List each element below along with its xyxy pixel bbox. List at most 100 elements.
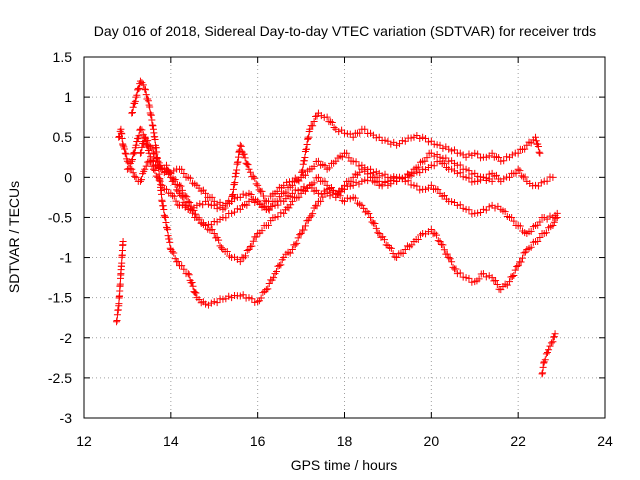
- data-point: [427, 137, 435, 145]
- data-point: [158, 197, 166, 205]
- data-point-interp: [233, 166, 241, 174]
- data-point-interp: [183, 201, 191, 209]
- data-point: [202, 197, 210, 205]
- data-point-interp: [233, 205, 241, 213]
- data-point: [202, 300, 210, 308]
- data-point-interp: [204, 200, 212, 208]
- x-tick-label: 14: [163, 433, 179, 449]
- data-point: [410, 133, 418, 141]
- data-point: [549, 173, 557, 181]
- data-point-interp: [465, 150, 473, 158]
- data-point: [341, 197, 348, 205]
- data-point: [219, 295, 227, 303]
- data-point: [445, 145, 453, 153]
- data-point-interp: [465, 206, 473, 214]
- data-point-interp: [255, 186, 263, 194]
- y-axis-title: SDTVAR / TECUs: [6, 181, 22, 293]
- data-point: [288, 189, 296, 197]
- data-point-interp: [449, 263, 457, 271]
- chart-title: Day 016 of 2018, Sidereal Day-to-day VTE…: [94, 23, 596, 39]
- data-point: [445, 254, 453, 262]
- data-point-interp: [240, 254, 248, 262]
- data-point: [393, 141, 401, 149]
- data-point: [536, 149, 544, 157]
- data-point-interp: [330, 124, 338, 132]
- data-point: [384, 137, 392, 145]
- x-tick-label: 22: [510, 433, 526, 449]
- data-point-interp: [285, 204, 293, 212]
- data-point-interp: [160, 206, 168, 214]
- data-point: [545, 346, 553, 354]
- data-point: [488, 149, 496, 157]
- data-point-interp: [442, 154, 450, 162]
- data-point: [538, 370, 546, 378]
- data-point-interp: [188, 279, 196, 287]
- data-point: [453, 270, 461, 278]
- data-point-interp: [317, 190, 325, 198]
- data-point: [162, 161, 170, 169]
- data-point-interp: [343, 149, 351, 157]
- data-point-interp: [485, 203, 493, 211]
- data-point: [149, 165, 157, 173]
- data-point-interp: [378, 172, 386, 180]
- data-point-interp: [244, 161, 252, 169]
- data-point: [419, 133, 427, 141]
- data-point-interp: [378, 180, 386, 188]
- data-point-interp: [439, 144, 447, 152]
- data-point-interp: [542, 229, 550, 237]
- data-point-interp: [273, 187, 281, 195]
- data-point-interp: [251, 174, 259, 182]
- data-point-interp: [539, 369, 547, 377]
- data-point-interp: [546, 342, 554, 350]
- y-tick-label: 1.5: [53, 49, 73, 65]
- data-point-interp: [249, 237, 257, 245]
- data-point-interp: [223, 248, 231, 256]
- data-point: [367, 213, 375, 221]
- data-point-interp: [259, 289, 267, 297]
- data-point-interp: [312, 113, 320, 121]
- data-point: [349, 181, 357, 189]
- data-point: [384, 173, 392, 181]
- data-point-interp: [252, 233, 260, 241]
- data-point-interp: [547, 339, 555, 347]
- data-point-interp: [537, 179, 545, 187]
- data-point-interp: [291, 241, 299, 249]
- y-tick-label: -2: [60, 330, 73, 346]
- data-point-interp: [299, 160, 307, 168]
- data-point-interp: [433, 231, 441, 239]
- data-point-interp: [287, 201, 295, 209]
- data-point-interp: [374, 229, 382, 237]
- data-point-interp: [162, 219, 170, 227]
- data-point: [553, 213, 561, 221]
- x-tick-label: 18: [337, 433, 353, 449]
- data-point: [358, 201, 366, 209]
- data-point-interp: [552, 214, 560, 222]
- data-point: [245, 246, 253, 254]
- data-point: [210, 298, 218, 306]
- data-point: [145, 141, 153, 149]
- data-point-interp: [207, 299, 215, 307]
- data-point-interp: [248, 196, 256, 204]
- data-point: [384, 181, 392, 189]
- data-point-interp: [174, 257, 182, 265]
- data-point: [162, 185, 170, 193]
- data-point-interp: [540, 359, 548, 367]
- data-point-interp: [468, 278, 476, 286]
- data-point: [479, 205, 487, 213]
- data-point-interp: [450, 199, 458, 207]
- data-point-interp: [510, 272, 518, 280]
- data-point-interp: [246, 168, 254, 176]
- data-point-interp: [149, 122, 157, 130]
- data-point-interp: [416, 169, 424, 177]
- data-point-interp: [459, 204, 467, 212]
- data-point-interp: [305, 133, 313, 141]
- data-point-interp: [190, 288, 198, 296]
- series-track-4: [136, 109, 544, 229]
- data-point: [436, 238, 444, 246]
- data-point-interp: [373, 173, 381, 181]
- data-point-interp: [240, 150, 248, 158]
- data-point-interp: [192, 289, 200, 297]
- data-point-interp: [294, 234, 302, 242]
- data-point-interp: [273, 197, 281, 205]
- data-point-interp: [475, 275, 483, 283]
